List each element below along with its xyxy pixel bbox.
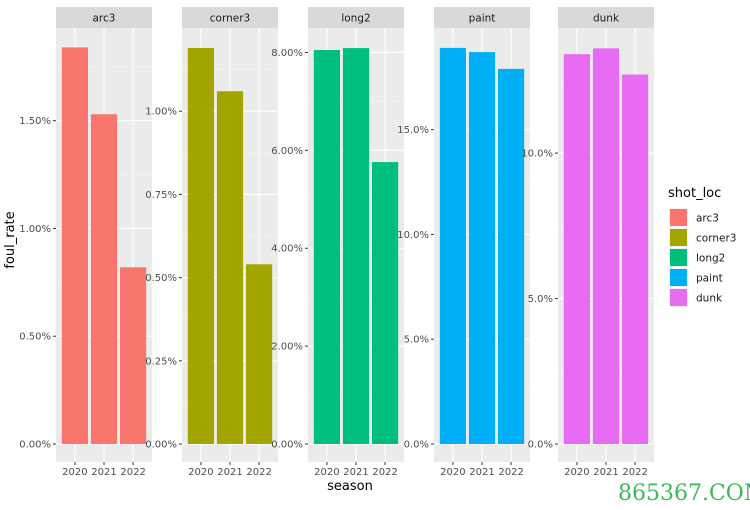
y-tick-label: 0.00% (19, 440, 51, 451)
legend: shot_loc arc3 corner3 long2 paint dunk (668, 186, 736, 307)
bar-arc3-2022 (120, 267, 147, 444)
strip-label: long2 (341, 13, 370, 25)
strip-background (308, 7, 404, 28)
x-tick-label: 2021 (469, 467, 494, 478)
x-tick-label: 2021 (593, 467, 618, 478)
y-tick-label: 0.25% (145, 356, 177, 367)
y-tick-label: 0.00% (145, 440, 177, 451)
x-tick-label: 2020 (440, 467, 465, 478)
legend-label: corner3 (696, 233, 736, 245)
x-tick-label: 2022 (372, 467, 397, 478)
y-tick-label: 5.0% (528, 294, 553, 305)
legend-swatch (670, 289, 687, 306)
bar-dunk-2022 (622, 74, 649, 444)
panel-paint: paint 0.0% 5.0% 10.0% 15.0% 2020 2021 2022 (397, 7, 530, 478)
y-tick-label: 6.00% (271, 146, 303, 157)
strip-label: dunk (593, 13, 620, 25)
y-tick-label: 1.00% (145, 107, 177, 118)
y-tick-label: 2.00% (271, 342, 303, 353)
legend-label: paint (696, 273, 723, 285)
panel-long2: long2 0.00% 2.00% 4.00% 6.00% 8.00% 2020 2021 20… (271, 7, 404, 478)
bar-dunk-2020 (563, 54, 590, 444)
panel-corner3: corner3 0.00% 0.25% 0.50% 0.75% 1.00% 2020 2021… (145, 7, 278, 478)
y-tick-label: 10.0% (397, 230, 429, 241)
y-tick-label: 0.0% (404, 440, 429, 451)
panel-dunk: dunk 0.0% 5.0% 10.0% 2020 2021 2022 (521, 7, 654, 478)
bar-long2-2021 (342, 48, 370, 444)
legend-label: dunk (696, 293, 723, 305)
bar-paint-2022 (498, 68, 525, 444)
strip-background (182, 7, 278, 28)
bar-corner3-2021 (216, 91, 244, 445)
bar-paint-2021 (468, 52, 496, 444)
y-axis-title: foul_rate (3, 211, 18, 268)
legend-title: shot_loc (668, 186, 721, 201)
y-tick-label: 1.00% (19, 224, 51, 235)
x-tick-label: 2022 (246, 467, 271, 478)
legend-swatch (670, 209, 687, 226)
bar-long2-2022 (372, 162, 399, 444)
legend-item-long2: long2 (669, 248, 725, 267)
y-tick-label: 0.50% (19, 332, 51, 343)
x-tick-label: 2021 (91, 467, 116, 478)
bar-long2-2020 (313, 50, 340, 444)
strip-background (434, 7, 530, 28)
y-tick-label: 10.0% (521, 149, 553, 160)
strip-label: arc3 (93, 13, 116, 25)
y-tick-label: 8.00% (271, 48, 303, 59)
bar-corner3-2022 (246, 264, 273, 444)
x-tick-label: 2020 (62, 467, 87, 478)
watermark: 865367.COM (618, 481, 750, 506)
bar-arc3-2020 (61, 47, 88, 445)
x-tick-label: 2021 (217, 467, 242, 478)
strip-background (56, 7, 152, 28)
y-tick-label: 5.0% (404, 335, 429, 346)
y-tick-label: 0.0% (528, 440, 553, 451)
legend-item-paint: paint (669, 268, 723, 287)
x-tick-label: 2021 (343, 467, 368, 478)
legend-item-corner3: corner3 (669, 228, 736, 247)
strip-label: corner3 (210, 13, 250, 25)
panel-arc3: arc3 0.00% 0.50% 1.00% 1.50% 2020 2021 2022 (19, 7, 152, 478)
bar-corner3-2020 (187, 47, 214, 445)
x-axis-title: season (327, 479, 373, 494)
bar-paint-2020 (439, 47, 466, 444)
y-tick-label: 15.0% (397, 125, 429, 136)
legend-label: long2 (696, 253, 725, 265)
legend-swatch (670, 229, 687, 246)
legend-label: arc3 (696, 213, 719, 225)
legend-swatch (670, 269, 687, 286)
bar-arc3-2021 (90, 114, 118, 444)
legend-swatch (670, 249, 687, 266)
y-tick-label: 0.75% (145, 190, 177, 201)
strip-label: paint (469, 13, 496, 25)
y-tick-label: 1.50% (19, 116, 51, 127)
bar-dunk-2021 (592, 48, 620, 444)
x-tick-label: 2020 (314, 467, 339, 478)
strip-background (558, 7, 654, 28)
y-tick-label: 0.50% (145, 273, 177, 284)
x-tick-label: 2022 (120, 467, 145, 478)
x-tick-label: 2020 (188, 467, 213, 478)
legend-item-arc3: arc3 (669, 208, 719, 227)
y-tick-label: 0.00% (271, 440, 303, 451)
x-tick-label: 2020 (564, 467, 589, 478)
legend-item-dunk: dunk (669, 288, 723, 307)
x-tick-label: 2022 (622, 467, 647, 478)
y-tick-label: 4.00% (271, 244, 303, 255)
x-tick-label: 2022 (498, 467, 523, 478)
